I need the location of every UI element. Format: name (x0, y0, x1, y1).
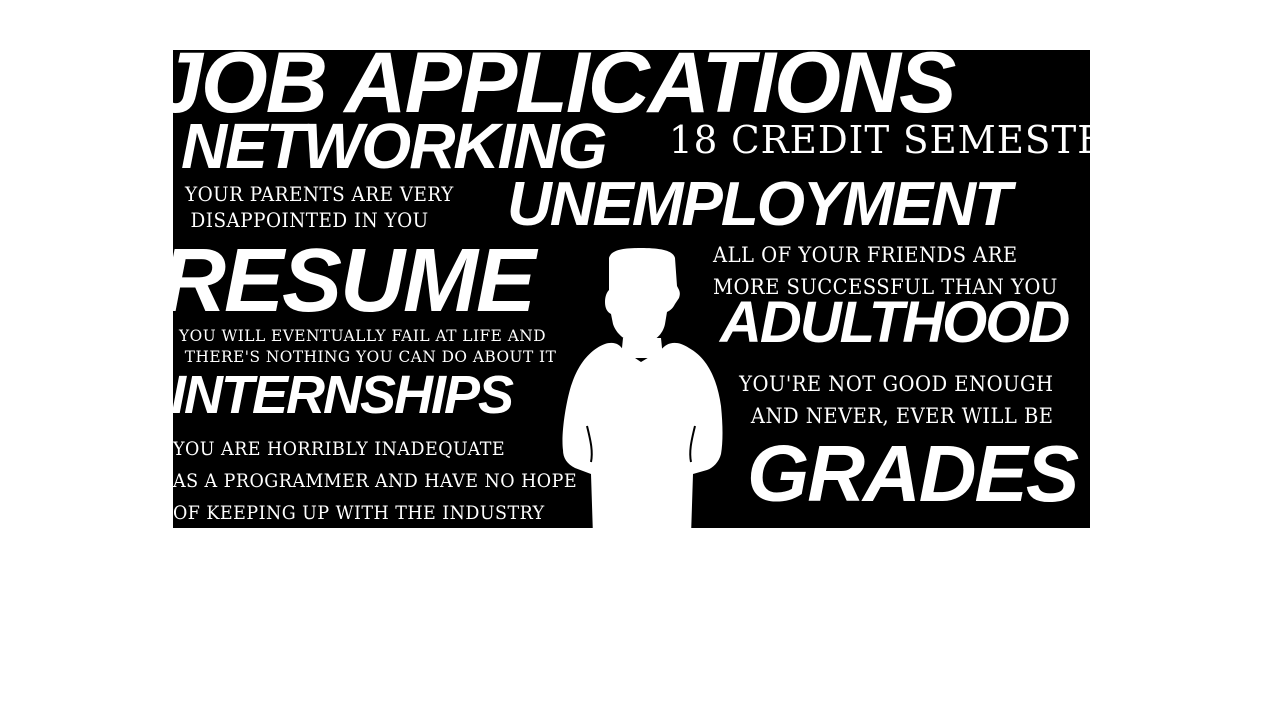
word-internships: INTERNSHIPS (173, 365, 514, 425)
word-networking: NETWORKING (181, 110, 607, 182)
phrase-friends: ALL OF YOUR FRIENDS ARE MORE SUCCESSFUL … (713, 239, 1058, 303)
phrase-good-enough-line-2: AND NEVER, EVER WILL BE (750, 404, 1054, 428)
phrase-parents: YOUR PARENTS ARE VERY DISAPPOINTED IN YO… (185, 181, 454, 233)
phrase-inadequate: YOU ARE HORRIBLY INADEQUATE AS A PROGRAM… (173, 433, 577, 528)
phrase-good-enough: YOU'RE NOT GOOD ENOUGH AND NEVER, EVER W… (736, 368, 1054, 432)
phrase-friends-line-2: MORE SUCCESSFUL THAN YOU (713, 275, 1058, 299)
word-job-applications: JOB APPLICATIONS (173, 50, 956, 131)
phrase-parents-line-1: YOUR PARENTS ARE VERY (185, 182, 454, 206)
phrase-parents-line-2: DISAPPOINTED IN YOU (190, 208, 429, 232)
word-resume: RESUME (173, 231, 536, 331)
phrase-inadequate-line-3: OF KEEPING UP WITH THE INDUSTRY (173, 502, 545, 524)
word-credit-semester: 18 CREDIT SEMESTER (669, 118, 1090, 162)
word-adulthood: ADULTHOOD (720, 290, 1070, 355)
word-grades: GRADES (747, 429, 1079, 518)
word-unemployment: UNEMPLOYMENT (507, 170, 1012, 239)
poster: JOB APPLICATIONS NETWORKING 18 CREDIT SE… (173, 50, 1090, 528)
phrase-fail-line-1: YOU WILL EVENTUALLY FAIL AT LIFE AND (179, 326, 547, 345)
phrase-inadequate-line-1: YOU ARE HORRIBLY INADEQUATE (173, 438, 506, 460)
person-silhouette-icon (562, 248, 723, 528)
phrase-fail: YOU WILL EVENTUALLY FAIL AT LIFE AND THE… (179, 325, 556, 367)
phrase-friends-line-1: ALL OF YOUR FRIENDS ARE (713, 243, 1018, 267)
phrase-inadequate-line-2: AS A PROGRAMMER AND HAVE NO HOPE (173, 470, 578, 492)
phrase-fail-line-2: THERE'S NOTHING YOU CAN DO ABOUT IT (184, 347, 557, 366)
phrase-good-enough-line-1: YOU'RE NOT GOOD ENOUGH (739, 372, 1054, 396)
